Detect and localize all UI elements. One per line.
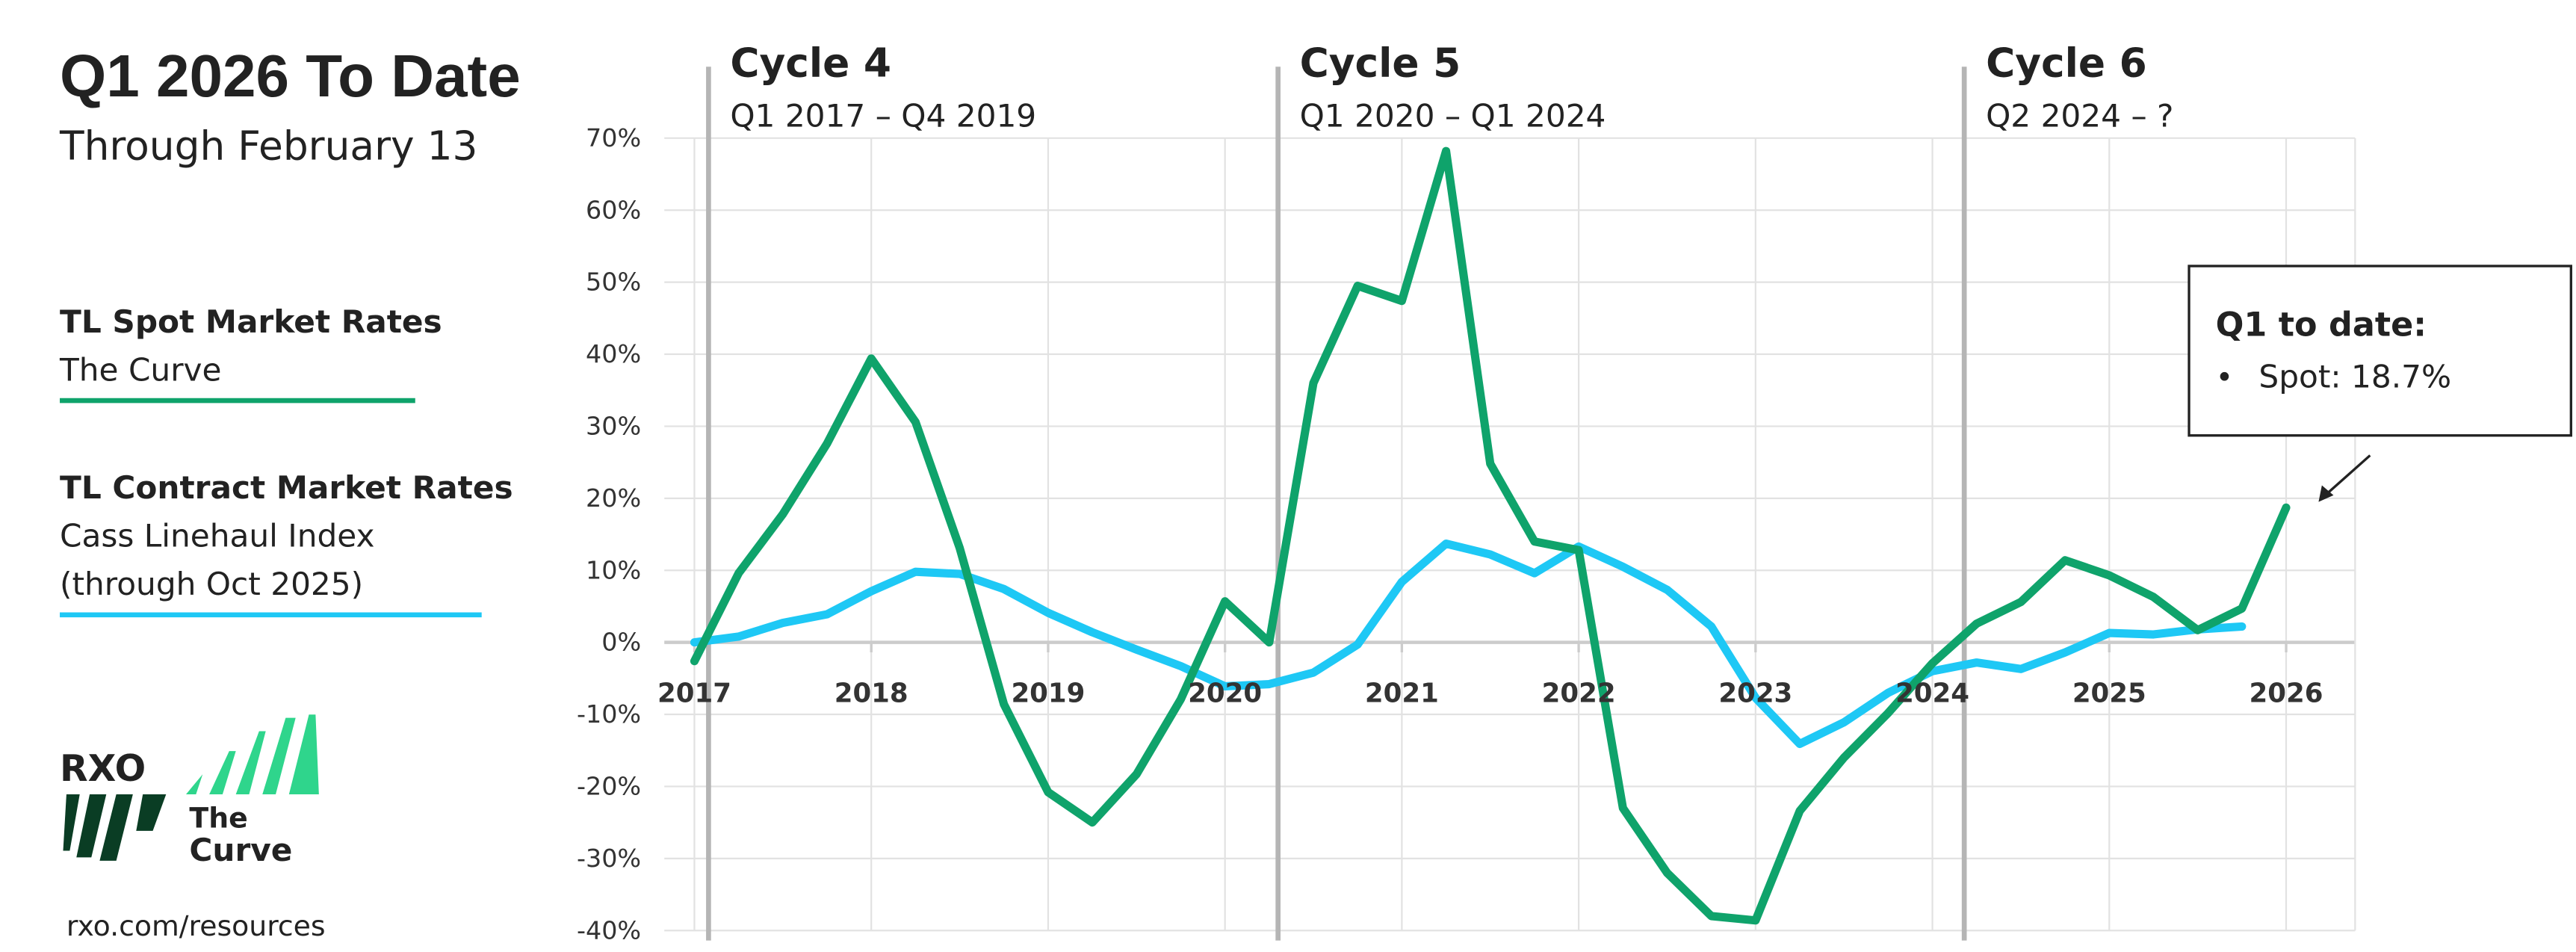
- x-tick-label: 2017: [657, 679, 731, 709]
- subtitle: Through February 13: [59, 123, 477, 170]
- annotation-text: Spot: 18.7%: [2258, 358, 2451, 395]
- footer: rxo.com/resources: [66, 909, 326, 942]
- y-tick-label: -40%: [577, 915, 641, 945]
- y-tick-label: -10%: [577, 699, 641, 729]
- x-tick-label: 2021: [1365, 679, 1439, 709]
- annotation-arrow: [2324, 454, 2371, 497]
- cycle-range: Q1 2020 – Q1 2024: [1300, 97, 1606, 134]
- legend-description: (through Oct 2025): [60, 566, 363, 602]
- cycle-range: Q2 2024 – ?: [1986, 97, 2173, 134]
- x-tick-label: 2025: [2072, 679, 2146, 709]
- x-tick-label: 2024: [1895, 679, 1969, 709]
- x-tick-label: 2026: [2250, 679, 2323, 709]
- logo-line1: The: [189, 801, 247, 834]
- logo-line2: Curve: [189, 832, 292, 868]
- annotation: Q1 to date: • Spot: 18.7%: [2188, 265, 2572, 502]
- y-tick-label: 20%: [586, 483, 641, 513]
- legend-description: The Curve: [59, 351, 222, 388]
- x-tick-label: 2018: [835, 679, 908, 709]
- annotation-title: Q1 to date:: [2216, 306, 2427, 344]
- logo-stripes-green: [185, 714, 319, 794]
- annotation-box: [2188, 265, 2572, 437]
- cycle-title: Cycle 4: [730, 40, 891, 87]
- logo: RXO The Curve: [60, 714, 319, 868]
- series-line: [690, 146, 2291, 925]
- cycle-range: Q1 2017 – Q4 2019: [730, 97, 1036, 134]
- annotation-arrowhead: [2318, 485, 2334, 502]
- x-tick-label: 2019: [1011, 679, 1085, 709]
- annotation-bullet: •: [2216, 360, 2234, 395]
- y-tick-label: -30%: [577, 844, 641, 873]
- y-tick-label: 60%: [586, 195, 641, 224]
- legend-description: Cass Linehaul Index: [60, 518, 375, 554]
- logo-brand: RXO: [60, 747, 146, 790]
- cycle-title: Cycle 5: [1300, 40, 1461, 87]
- y-tick-label: -20%: [577, 772, 641, 801]
- y-tick-label: 70%: [586, 123, 641, 152]
- x-tick-label: 2020: [1188, 679, 1262, 709]
- y-tick-label: 0%: [601, 628, 641, 657]
- x-tick-label: 2023: [1718, 679, 1792, 709]
- y-tick-label: 40%: [586, 339, 641, 368]
- x-tick-label: 2022: [1542, 679, 1616, 709]
- y-tick-label: 30%: [586, 412, 641, 441]
- legend-name: TL Contract Market Rates: [60, 469, 513, 506]
- logo-stripes-dark: [63, 794, 167, 861]
- y-tick-label: 10%: [586, 555, 641, 584]
- series-line: [690, 540, 2247, 749]
- legend: TL Spot Market Rates The Curve TL Contract…: [59, 303, 513, 618]
- y-tick-label: 50%: [586, 268, 641, 297]
- legend-name: TL Spot Market Rates: [60, 303, 442, 340]
- plot: [690, 146, 2291, 925]
- cycle-title: Cycle 6: [1986, 40, 2147, 87]
- title: Q1 2026 To Date: [60, 43, 521, 109]
